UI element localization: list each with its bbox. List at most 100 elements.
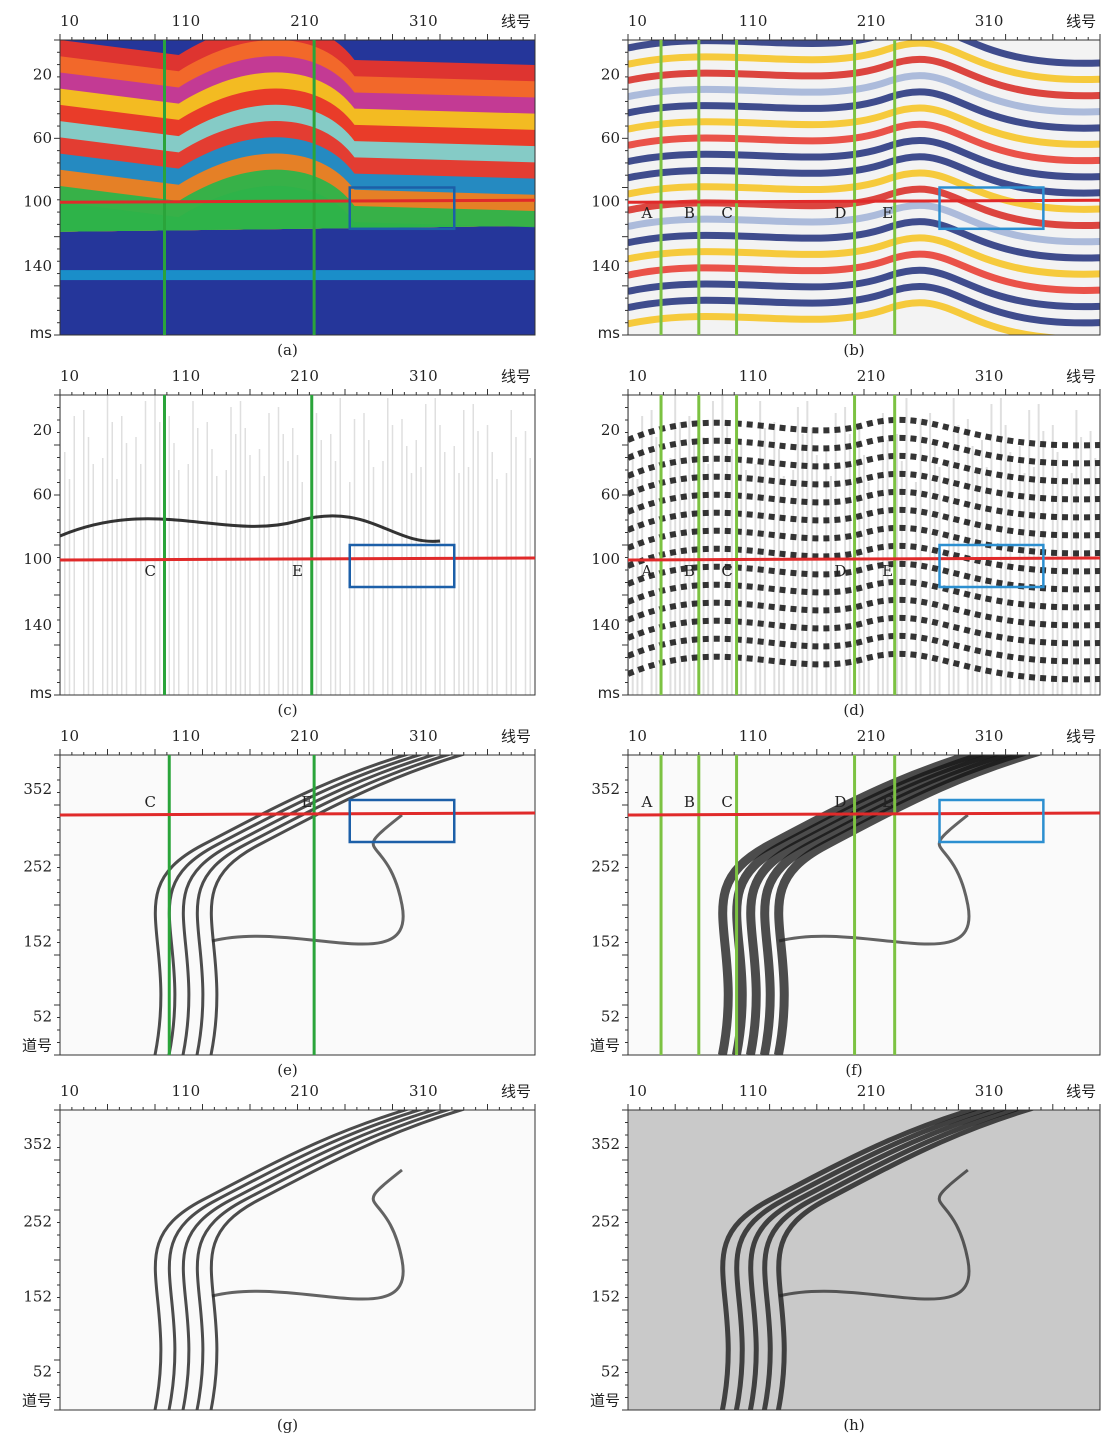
well-label: C (145, 562, 156, 580)
y-tick-label: 140 (591, 616, 620, 634)
x-tick-label: 110 (739, 1082, 768, 1100)
well-label: D (834, 793, 846, 811)
x-tick-label: 210 (857, 727, 886, 745)
x-tick-label: 10 (60, 367, 79, 385)
y-axis-unit: 道号 (590, 1392, 620, 1410)
y-tick-label: 152 (591, 1288, 620, 1306)
y-tick-label: 52 (601, 1008, 620, 1026)
x-tick-label: 110 (172, 727, 201, 745)
y-tick-label: 352 (23, 780, 52, 798)
well-label: E (882, 793, 893, 811)
x-tick-label: 10 (628, 727, 647, 745)
y-axis-unit: 道号 (22, 1037, 52, 1055)
y-axis-unit: 道号 (590, 1037, 620, 1055)
x-tick-label: 210 (290, 727, 319, 745)
y-axis-unit: ms (598, 324, 621, 342)
horizon-line (60, 200, 535, 202)
seismic-image (60, 395, 535, 695)
x-tick-label: 10 (628, 1082, 647, 1100)
x-tick-label: 310 (975, 367, 1004, 385)
background (60, 755, 535, 1055)
y-tick-label: 52 (601, 1363, 620, 1381)
y-tick-label: 20 (33, 65, 52, 83)
y-tick-label: 100 (591, 550, 620, 568)
y-tick-label: 152 (23, 933, 52, 951)
y-tick-label: 252 (23, 858, 52, 876)
panel: ABCDE10110210310线号2060100140ms(b) (591, 12, 1100, 359)
x-tick-label: 10 (60, 1082, 79, 1100)
well-label: C (145, 793, 156, 811)
seismic-image (60, 1100, 535, 1410)
y-tick-label: 152 (591, 933, 620, 951)
x-tick-label: 310 (409, 1082, 438, 1100)
well-label: B (684, 204, 695, 222)
y-tick-label: 352 (23, 1135, 52, 1153)
x-axis-title: 线号 (501, 728, 531, 746)
well-label: B (684, 562, 695, 580)
well-label: D (834, 562, 846, 580)
y-tick-label: 60 (33, 129, 52, 147)
well-label: A (640, 204, 652, 222)
seismic-image (60, 745, 535, 1055)
x-tick-label: 210 (857, 367, 886, 385)
x-tick-label: 210 (857, 12, 886, 30)
y-tick-label: 140 (23, 616, 52, 634)
y-tick-label: 100 (591, 192, 620, 210)
x-tick-label: 310 (975, 12, 1004, 30)
seismic-image (60, 24, 535, 335)
y-tick-label: 152 (23, 1288, 52, 1306)
x-axis-title: 线号 (1066, 1083, 1096, 1101)
horizon-line (60, 813, 535, 815)
well-label: A (640, 562, 652, 580)
x-tick-label: 310 (975, 1082, 1004, 1100)
x-tick-label: 10 (628, 367, 647, 385)
well-label: E (882, 562, 893, 580)
well-label: E (882, 204, 893, 222)
x-tick-label: 110 (739, 12, 768, 30)
panel-label: (c) (277, 701, 297, 719)
x-axis-title: 线号 (1066, 368, 1096, 386)
x-axis-title: 线号 (1066, 13, 1096, 31)
panel-label: (d) (843, 701, 864, 719)
well-label: B (684, 793, 695, 811)
y-tick-label: 140 (591, 257, 620, 275)
x-tick-label: 310 (409, 727, 438, 745)
horizon-line (60, 558, 535, 560)
y-tick-label: 252 (591, 858, 620, 876)
y-tick-label: 100 (23, 550, 52, 568)
panel-label: (h) (843, 1416, 864, 1434)
x-tick-label: 310 (409, 12, 438, 30)
x-axis-title: 线号 (501, 368, 531, 386)
panel-label: (e) (277, 1061, 298, 1079)
well-label: D (834, 204, 846, 222)
y-tick-label: 52 (33, 1008, 52, 1026)
horizon-line (628, 558, 1100, 560)
x-tick-label: 110 (739, 727, 768, 745)
panel-label: (b) (843, 341, 864, 359)
panel: ABCDE10110210310线号35225215252道号(f) (590, 727, 1100, 1079)
x-axis-title: 线号 (501, 13, 531, 31)
layer (60, 270, 535, 280)
y-axis-unit: ms (30, 324, 53, 342)
y-axis-unit: 道号 (22, 1392, 52, 1410)
horizon-line (628, 813, 1100, 815)
background (628, 1110, 1100, 1410)
panel-label: (a) (277, 341, 298, 359)
y-axis-unit: ms (598, 684, 621, 702)
y-tick-label: 140 (23, 257, 52, 275)
x-axis-title: 线号 (501, 1083, 531, 1101)
x-tick-label: 10 (60, 12, 79, 30)
y-tick-label: 352 (591, 780, 620, 798)
horizon-line (628, 200, 1100, 202)
panel-label: (g) (277, 1416, 298, 1434)
y-tick-label: 20 (601, 65, 620, 83)
x-tick-label: 210 (290, 12, 319, 30)
y-tick-label: 252 (591, 1213, 620, 1231)
x-tick-label: 10 (60, 727, 79, 745)
background (60, 1110, 535, 1410)
x-tick-label: 10 (628, 12, 647, 30)
panel-label: (f) (845, 1061, 862, 1079)
